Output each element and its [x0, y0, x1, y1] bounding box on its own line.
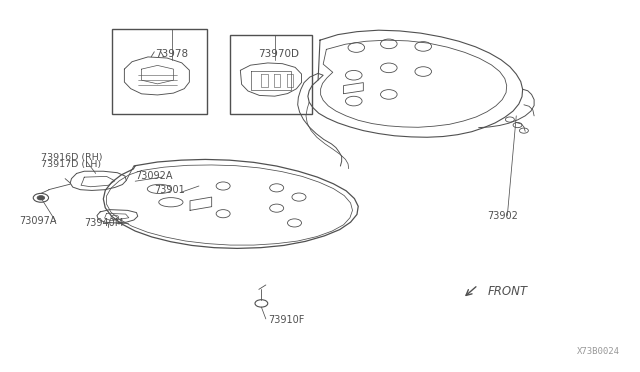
Text: X73B0024: X73B0024	[577, 347, 620, 356]
Text: 73916D (RH): 73916D (RH)	[41, 153, 102, 163]
Text: 73917D (LH): 73917D (LH)	[41, 160, 101, 169]
Text: 73092A: 73092A	[135, 171, 173, 182]
Text: 73978: 73978	[156, 49, 189, 59]
Circle shape	[37, 196, 45, 200]
Text: 73097A: 73097A	[19, 216, 57, 226]
Text: 73940M: 73940M	[84, 218, 124, 228]
Text: 73910F: 73910F	[268, 315, 304, 325]
Text: 73901: 73901	[154, 185, 185, 195]
Text: FRONT: FRONT	[488, 285, 527, 298]
Text: 73970D: 73970D	[258, 49, 299, 59]
Text: 73902: 73902	[487, 211, 518, 221]
Bar	[230, 35, 312, 114]
Bar	[111, 29, 207, 114]
